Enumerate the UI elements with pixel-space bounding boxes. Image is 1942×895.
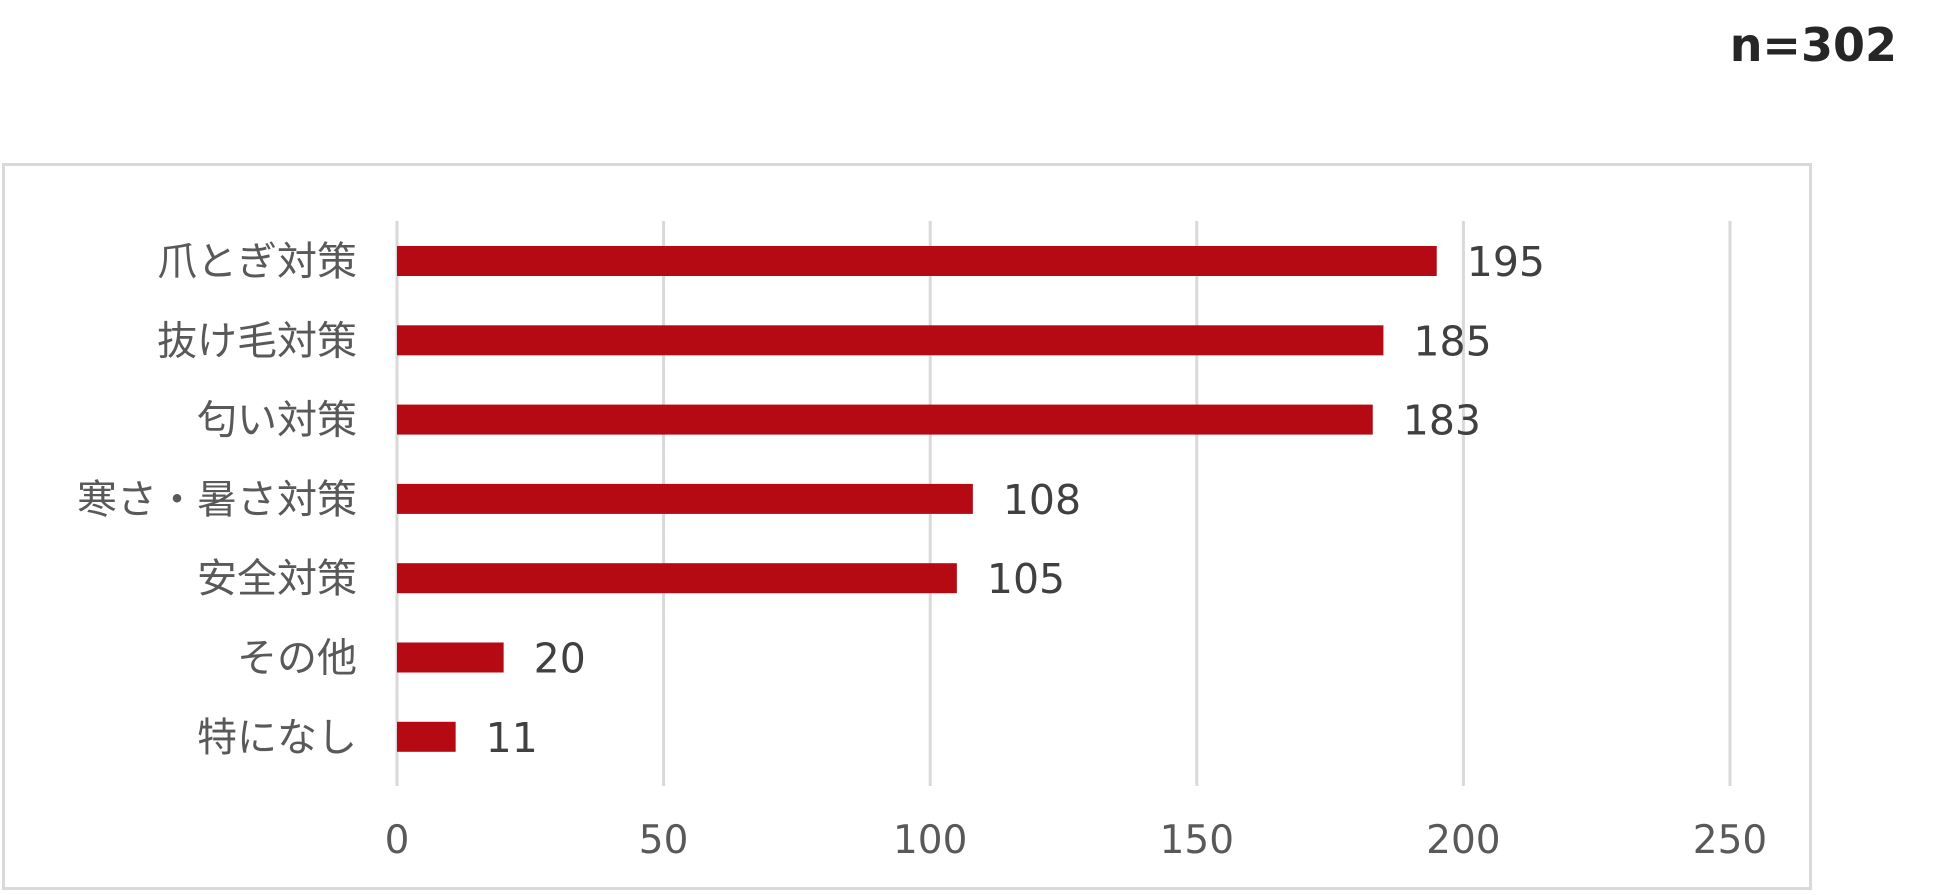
value-label-6: 20 (534, 635, 586, 683)
category-label-4: 寒さ・暑さ対策 (77, 477, 357, 523)
category-label-3: 匂い対策 (197, 398, 357, 444)
bar-5 (397, 563, 957, 594)
bar-4 (397, 483, 973, 514)
bar-2 (397, 325, 1384, 356)
value-label-4: 108 (1003, 476, 1081, 524)
x-tick-label-0: 0 (385, 818, 410, 863)
value-label-1: 195 (1467, 238, 1545, 286)
value-label-3: 183 (1403, 397, 1481, 445)
bar-1 (397, 246, 1437, 276)
category-label-7: 特になし (197, 715, 357, 761)
bar-3 (397, 404, 1373, 435)
value-label-5: 105 (987, 555, 1065, 603)
sample-size-label: n=302 (1729, 18, 1897, 72)
x-tick-label-50: 50 (639, 818, 689, 863)
x-tick-label-100: 100 (893, 818, 967, 863)
x-tick-label-200: 200 (1426, 818, 1500, 863)
bar-6 (397, 642, 504, 673)
category-label-5: 安全対策 (197, 556, 357, 602)
category-label-6: その他 (237, 636, 357, 682)
x-tick-label-250: 250 (1693, 818, 1767, 863)
bar-7 (397, 721, 456, 752)
x-tick-label-150: 150 (1160, 818, 1234, 863)
value-label-2: 185 (1413, 317, 1491, 365)
bars (397, 246, 1437, 752)
chart-area: 爪とぎ対策 抜け毛対策 匂い対策 寒さ・暑さ対策 安全対策 その他 特になし 195 185 1… (2, 163, 1812, 890)
value-labels: 195 185 183 108 105 20 11 (486, 238, 1545, 762)
category-label-2: 抜け毛対策 (157, 318, 357, 364)
category-label-1: 爪とぎ対策 (157, 239, 357, 285)
value-label-7: 11 (486, 714, 538, 762)
x-axis-tick-labels: 0 50 100 150 200 250 (385, 818, 1768, 863)
